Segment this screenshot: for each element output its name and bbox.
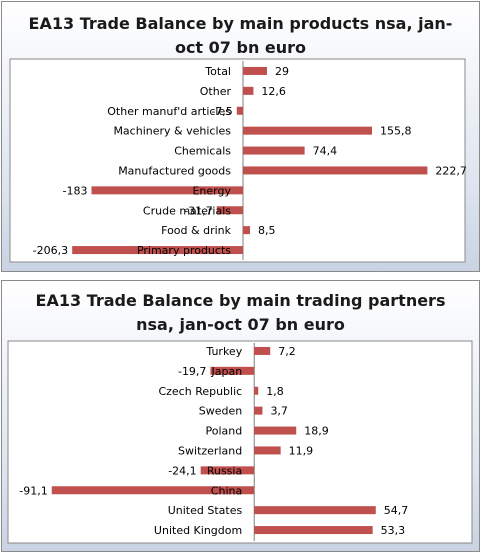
products-bar-chart: Total 29 Other 12,6 Other manuf'd articles-7…: [9, 58, 467, 263]
category-label: Poland: [205, 425, 242, 438]
bar: [243, 146, 305, 155]
data-label: 222,7: [435, 164, 467, 177]
category-label: Crude materials: [143, 204, 231, 217]
chart-title: EA13 Trade Balance by main trading partn…: [2, 289, 479, 337]
bar: [200, 466, 255, 475]
category-label: Sweden: [199, 405, 242, 418]
data-label: -19,7: [178, 365, 206, 378]
bar: [254, 426, 297, 435]
chart-title-line: nsa, jan-oct 07 bn euro: [136, 315, 345, 334]
bar: [51, 486, 255, 495]
data-label: 53,3: [381, 524, 406, 537]
bar: [210, 366, 255, 375]
data-label: 11,9: [289, 444, 314, 457]
category-label: Chemicals: [174, 145, 231, 158]
category-label: Manufactured goods: [118, 164, 231, 177]
data-label: 12,6: [261, 85, 286, 98]
bar: [254, 346, 271, 355]
chart-panel-products: EA13 Trade Balance by main products nsa,…: [1, 1, 480, 272]
data-label: -31,7: [184, 204, 212, 217]
chart-title: EA13 Trade Balance by main products nsa,…: [2, 12, 479, 60]
category-label: Energy: [192, 184, 231, 197]
data-label: -183: [63, 184, 88, 197]
bar: [91, 186, 243, 195]
category-label: Turkey: [205, 345, 242, 358]
category-label: United States: [168, 504, 243, 517]
data-label: 18,9: [304, 425, 329, 438]
chart-title-line: oct 07 bn euro: [174, 38, 307, 57]
category-label: Other manuf'd articles: [107, 105, 231, 118]
category-label: Other: [200, 85, 232, 98]
category-label: United Kingdom: [154, 524, 242, 537]
category-label: Czech Republic: [158, 385, 242, 398]
bar: [243, 166, 428, 175]
category-label: Total: [204, 65, 231, 78]
plot-area: [9, 58, 466, 263]
data-label: -206,3: [33, 244, 68, 257]
category-label: China: [211, 484, 242, 497]
bar: [254, 446, 281, 455]
bar: [216, 206, 243, 215]
category-label: Russia: [207, 464, 242, 477]
chart-title-line: EA13 Trade Balance by main products nsa,…: [28, 14, 453, 33]
bar: [243, 226, 251, 235]
bar: [72, 246, 244, 255]
category-label: Food & drink: [161, 224, 231, 237]
data-label: 54,7: [384, 504, 409, 517]
bar: [254, 506, 376, 515]
data-label: 29: [275, 65, 289, 78]
data-label: 74,4: [313, 145, 338, 158]
data-label: 7,2: [278, 345, 296, 358]
bar: [254, 386, 259, 395]
data-label: 8,5: [258, 224, 276, 237]
data-label: -7,5: [211, 105, 232, 118]
data-label: 3,7: [270, 405, 288, 418]
bar: [243, 86, 254, 95]
data-label: -24,1: [168, 464, 196, 477]
category-label: Machinery & vehicles: [113, 125, 231, 138]
category-label: Switzerland: [178, 444, 242, 457]
bar: [243, 66, 268, 75]
chart-title-line: EA13 Trade Balance by main trading partn…: [35, 291, 446, 310]
chart-panel-partners: EA13 Trade Balance by main trading partn…: [1, 280, 480, 552]
category-label: Japan: [211, 365, 243, 378]
data-label: 1,8: [266, 385, 284, 398]
category-label: Primary products: [137, 244, 231, 257]
data-label: 155,8: [380, 125, 412, 138]
partners-bar-chart: Turkey 7,2 Japan -19,7 Czech Republic 1,8 Swed…: [7, 340, 473, 544]
data-label: -91,1: [19, 484, 47, 497]
bar: [254, 406, 263, 415]
bar: [243, 126, 373, 135]
bar: [236, 106, 243, 115]
bar: [254, 526, 373, 535]
